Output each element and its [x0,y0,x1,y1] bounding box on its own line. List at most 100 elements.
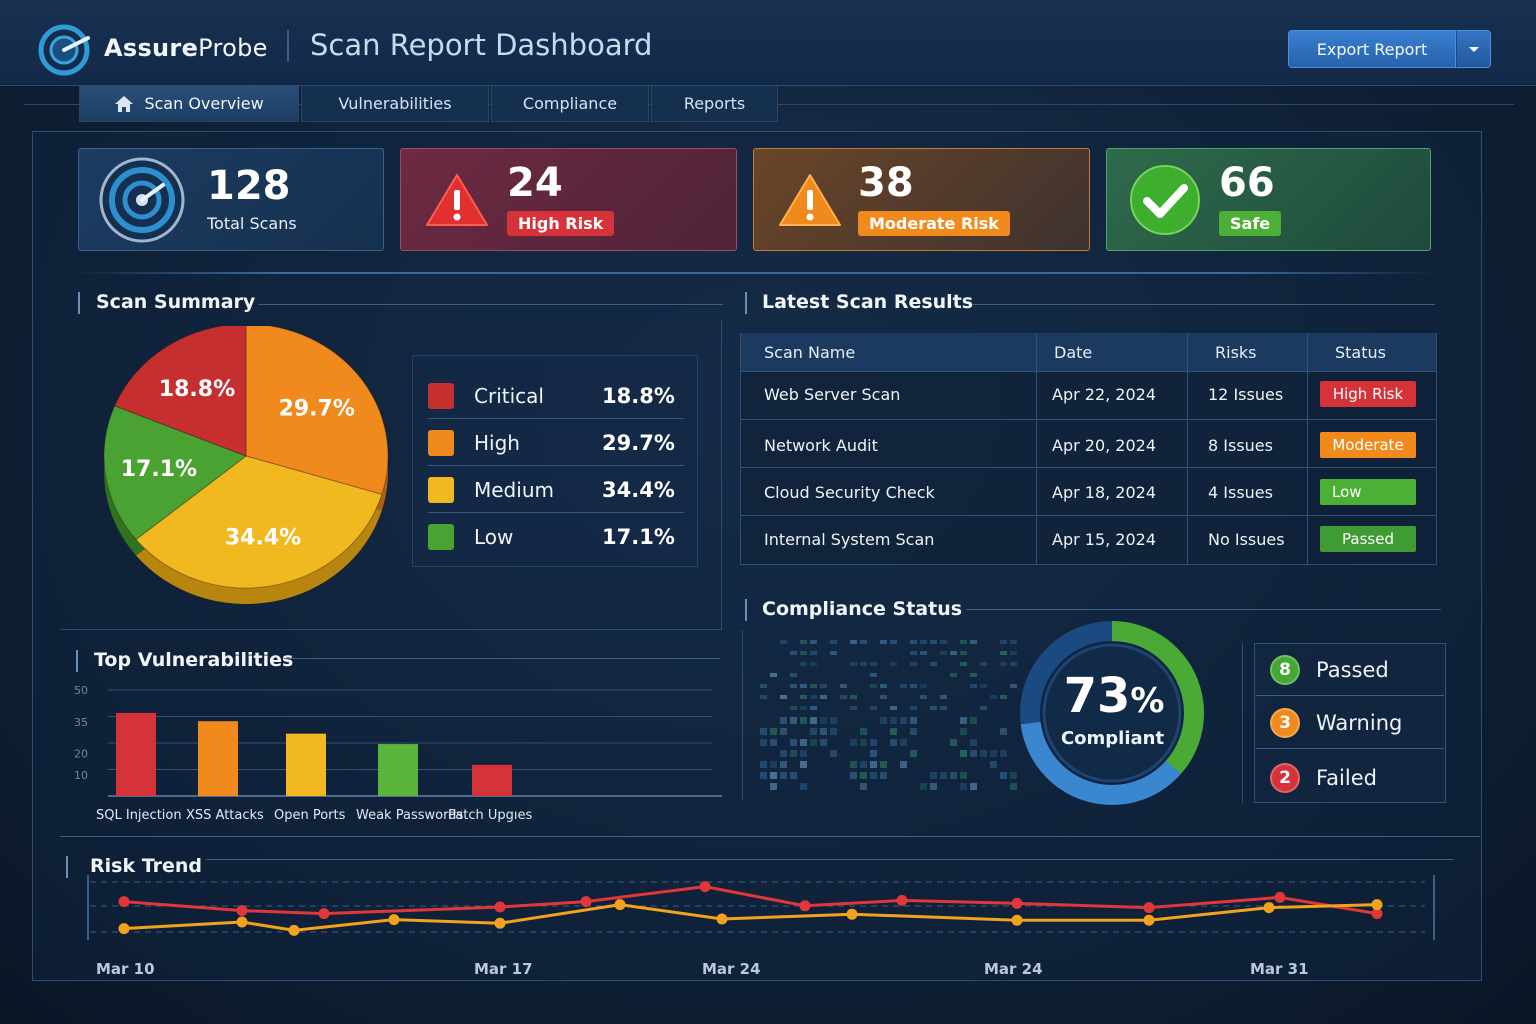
decor-cell [810,717,817,724]
table-divider [741,515,1436,516]
legend-swatch [428,382,454,409]
decor-cell [820,684,827,688]
trend-point-orange [614,899,626,911]
bar-patch-upg-es [472,764,512,796]
compliance-percent-sign: % [1130,681,1165,721]
decor-cell [970,783,977,790]
stat-card-total-scans[interactable]: 128 Total Scans [78,148,384,251]
decor-cell [780,761,787,768]
pie-slice-medium [135,455,383,589]
decor-cell [910,662,917,666]
decor-cell [960,651,967,655]
section-rule [972,304,1435,305]
decor-cell [900,684,907,688]
page-title: Scan Report Dashboard [310,28,653,62]
table-row-scan-name[interactable]: Web Server Scan [764,384,901,404]
compliance-item-passed[interactable]: 8 Passed [1256,644,1444,696]
column-header-status[interactable]: Status [1308,333,1436,371]
compliance-item-label: Failed [1316,766,1377,790]
column-header-date[interactable]: Date [1037,333,1187,371]
bar-sql-injection [116,712,156,796]
table-divider [741,419,1436,420]
trend-point-orange [846,908,858,920]
compliance-status-title: Compliance Status [762,598,963,620]
stat-card-high-risk[interactable]: 24 High Risk [400,148,737,251]
decor-cell [790,739,797,746]
tab-vulnerabilities[interactable]: Vulnerabilities [301,86,489,122]
table-row-scan-name[interactable]: Internal System Scan [764,529,935,549]
decor-cell [780,728,787,735]
latest-scan-results-title: Latest Scan Results [762,291,974,313]
decor-cell [960,717,967,724]
safe-value: 66 [1219,160,1275,206]
tab-compliance[interactable]: Compliance [491,86,649,122]
decor-cell [880,695,887,699]
decor-cell [940,695,947,699]
decor-cell [990,761,997,768]
header-divider [287,30,289,62]
legend-value: 29.7% [602,430,675,455]
trend-x-tick: Mar 24 [984,960,1043,978]
decor-cell [900,717,907,724]
compliance-item-warning[interactable]: 3 Warning [1256,697,1444,749]
decor-cell [1000,651,1007,655]
section-marker [78,292,80,314]
trend-point-red [236,905,248,917]
pie-label-critical: 18.8% [159,377,235,402]
pie-slice-high [245,326,389,496]
decor-cell [860,783,867,790]
legend-name: High [474,430,520,455]
compliance-item-label: Warning [1316,710,1403,735]
decor-cell [1000,728,1007,735]
decor-cell [770,783,777,790]
decor-cell [830,728,837,735]
home-icon [115,95,134,112]
tab-scan-overview[interactable]: Scan Overview [79,86,299,122]
legend-value: 34.4% [602,477,675,502]
export-report-button[interactable]: Export Report [1288,30,1456,68]
decor-cell [970,684,977,688]
trend-point-red [318,908,330,920]
decor-cell [890,662,897,666]
compliance-item-failed[interactable]: 2 Failed [1256,752,1444,804]
tab-reports[interactable]: Reports [651,86,778,122]
decor-cell [880,717,887,724]
trend-point-red [580,896,592,908]
column-header-risks[interactable]: Risks [1188,333,1307,371]
export-options-dropdown[interactable] [1456,30,1491,68]
trend-point-orange [1143,914,1155,926]
top-vulnerabilities-bar-chart: 10 20 35 50 SQL Injection XSS Attacks Open Por… [74,684,722,823]
decor-cell [970,739,977,746]
stat-card-moderate-risk[interactable]: 38 Moderate Risk [753,148,1090,251]
decor-cell [1000,662,1007,666]
table-row-scan-name[interactable]: Network Audit [764,435,878,455]
decor-cell [850,640,857,644]
decor-cell [950,673,957,677]
table-row-scan-name[interactable]: Cloud Security Check [764,482,935,502]
section-marker [745,292,747,314]
decor-cell [890,717,897,724]
decor-cell [950,739,957,746]
trend-point-orange [1371,899,1383,911]
legend-name: Critical [474,383,544,408]
decor-cell [920,684,927,688]
section-rule [206,859,1454,860]
trend-point-orange [118,923,130,935]
decor-cell [770,728,777,735]
decor-cell [840,684,847,688]
warning-triangle-icon [426,173,488,226]
status-badge-high-risk: High Risk [1320,381,1416,407]
trend-point-orange [288,924,300,936]
decor-cell [910,651,917,655]
decor-cell [940,772,947,779]
decor-cell [910,684,917,688]
trend-point-red [896,894,908,906]
decor-cell [790,673,797,677]
pie-label-low: 17.1% [121,457,197,482]
decor-cell [850,695,857,699]
legend-swatch [428,476,454,503]
stat-card-safe[interactable]: 66 Safe [1106,148,1431,251]
column-header-scan-name[interactable]: Scan Name [741,333,1036,371]
decor-cell [830,640,837,644]
table-row-date: Apr 22, 2024 [1052,384,1157,404]
